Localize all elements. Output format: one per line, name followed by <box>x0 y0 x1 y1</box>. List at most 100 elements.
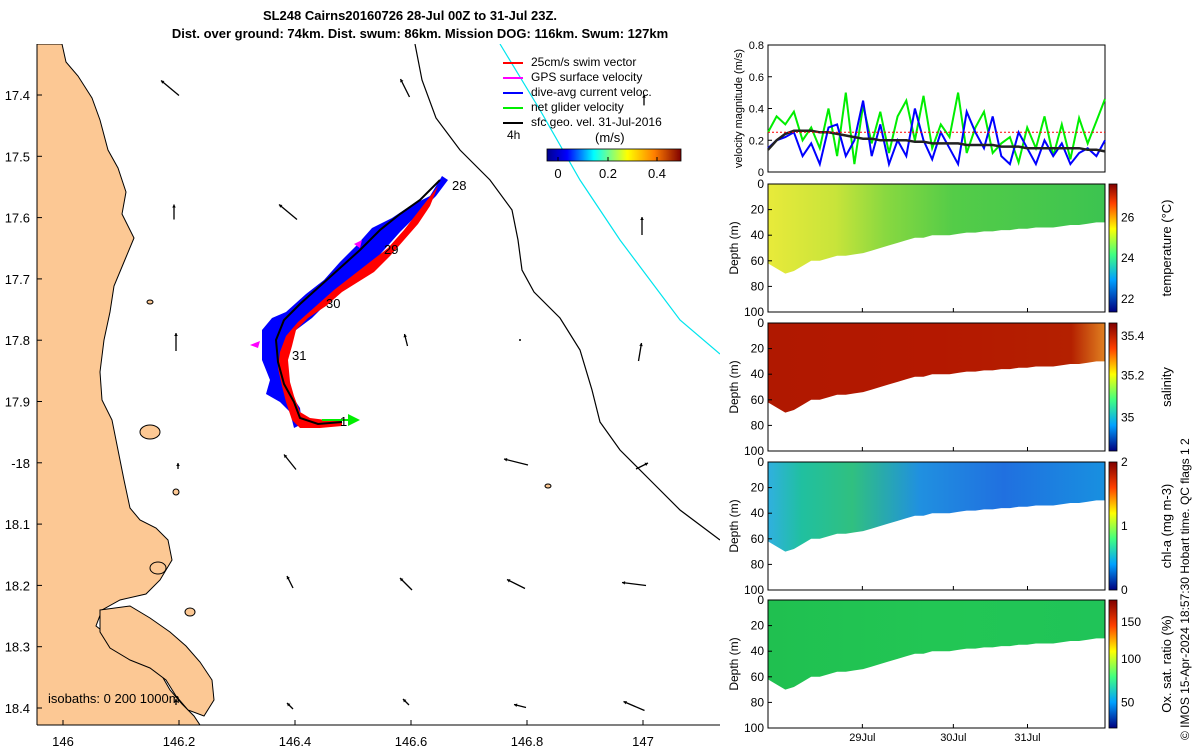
chart-title-line1: SL248 Cairns20160726 28-Jul 00Z to 31-Ju… <box>262 8 558 23</box>
colorbar-variable-label: salinity <box>1159 367 1174 407</box>
depth-tick-label: 60 <box>751 393 765 407</box>
map-y-tick-label: 17.9 <box>5 395 30 410</box>
legend-item: net glider velocity <box>503 100 713 115</box>
geo-arrow <box>621 581 647 587</box>
data-field <box>768 600 1105 690</box>
geo-arrow <box>506 578 526 590</box>
temperature-panel: 0 20 40 60 80 100 Depth (m) 26 24 22 temperature (… <box>727 178 1174 318</box>
colorbar-tick-label: 50 <box>1121 695 1135 709</box>
depth-tick-label: 80 <box>751 418 765 432</box>
colorbar-label: (m/s) <box>595 130 625 145</box>
geo-arrowhead <box>644 462 648 466</box>
depth-tick-label: 0 <box>757 178 764 191</box>
isobath-line <box>414 44 720 541</box>
depth-tick-label: 60 <box>751 254 765 268</box>
geo-arrow <box>519 339 521 341</box>
map-legend: 25cm/s swim vector GPS surface velocity di… <box>503 55 713 130</box>
velocity-y-tick-label: 0.4 <box>749 104 764 116</box>
depth-tick-label: 20 <box>751 619 765 633</box>
map-x-tick-label: 146.6 <box>395 734 428 749</box>
day-label: 29 <box>384 242 398 257</box>
island-3 <box>184 607 196 617</box>
legend-label: GPS surface velocity <box>531 70 643 84</box>
legend-label: 25cm/s swim vector <box>531 55 637 69</box>
map-x-tick-label: 146.8 <box>511 734 544 749</box>
map-axes: 146 146.2 146.4 146.6 146.8 147 17.4 17.5 17.6 17… <box>5 44 720 749</box>
colorbar <box>1108 599 1118 729</box>
day-label: 31 <box>292 348 306 363</box>
panel-frame <box>767 183 1106 313</box>
geo-arrow <box>160 80 180 96</box>
depth-tick-label: 40 <box>751 644 765 658</box>
depth-tick-label: 20 <box>751 203 765 217</box>
gps-velocity-mark <box>250 341 260 348</box>
day-label: 28 <box>452 178 466 193</box>
gps-velocity-mark <box>354 240 362 248</box>
isobaths-label: isobaths: 0 200 1000m <box>48 691 180 706</box>
legend-extra: 4h <box>507 128 521 142</box>
time-tick-label: 29Jul <box>849 732 875 744</box>
map-y-tick-label: 17.4 <box>5 88 30 103</box>
oxygen-panel: 0 20 40 60 80 100 Depth (m) 29Jul 30Jul 31Jul 150 1… <box>727 594 1174 744</box>
island-4 <box>544 483 552 489</box>
map-x-tick-label: 147 <box>632 734 654 749</box>
map-x-tick-label: 146.4 <box>279 734 312 749</box>
colorbar-tick-label: 1 <box>1121 519 1128 533</box>
geo-arrowhead <box>403 334 407 338</box>
depth-tick-label: 20 <box>751 481 765 495</box>
colorbar <box>1108 322 1118 452</box>
speed-colorbar: 0 0.2 0.4 <box>546 148 682 181</box>
geo-arrowhead <box>507 579 511 583</box>
colorbar-variable-label: Ox. sat. ratio (%) <box>1159 615 1174 713</box>
geo-arrowhead <box>403 699 407 703</box>
legend-item: 25cm/s swim vector <box>503 55 713 70</box>
depth-tick-label: 40 <box>751 367 765 381</box>
map-y-tick-label: 18.3 <box>5 640 30 655</box>
depth-axis-label: Depth (m) <box>727 221 741 274</box>
panel-frame <box>767 322 1106 452</box>
geo-arrow <box>623 700 645 712</box>
velocity-y-tick-label: 0.2 <box>749 135 764 147</box>
legend-label: dive-avg current veloc. <box>531 85 652 99</box>
geo-arrowhead <box>622 581 626 585</box>
island-2 <box>149 561 167 575</box>
geo-arrowhead <box>286 576 290 580</box>
colorbar-tick-label: 35 <box>1121 411 1135 425</box>
geo-arrowhead <box>514 703 518 707</box>
geo-arrow <box>278 204 298 220</box>
colorbar-tick-label: 24 <box>1121 251 1135 265</box>
map-y-tick-label: 18.4 <box>5 701 30 716</box>
geo-arrowhead <box>284 454 288 458</box>
island-1 <box>139 424 161 440</box>
depth-tick-label: 100 <box>744 444 764 457</box>
geo-arrowhead <box>287 703 291 707</box>
legend-swatch <box>503 121 523 124</box>
legend-swatch <box>503 106 523 109</box>
depth-tick-label: 40 <box>751 506 765 520</box>
depth-axis-label: Depth (m) <box>727 360 741 413</box>
depth-tick-label: 80 <box>751 557 765 571</box>
colorbar-tick-label: 0 <box>554 166 561 181</box>
colorbar <box>1108 183 1118 313</box>
map-y-tick-label: 17.5 <box>5 149 30 164</box>
velocity-y-tick-label: 0 <box>758 167 764 179</box>
time-tick-label: 30Jul <box>940 732 966 744</box>
track-net <box>274 179 441 426</box>
data-field <box>768 184 1105 274</box>
map-y-tick-label: 17.8 <box>5 333 30 348</box>
geo-arrowhead <box>172 204 176 208</box>
time-tick-label: 31Jul <box>1014 732 1040 744</box>
map-y-tick-label: 17.7 <box>5 272 30 287</box>
geo-arrowhead <box>176 463 180 466</box>
colorbar-tick-label: 0.2 <box>599 166 617 181</box>
data-field <box>768 323 1105 413</box>
depth-tick-label: 40 <box>751 228 765 242</box>
legend-item: GPS surface velocity <box>503 70 713 85</box>
geo-arrowhead <box>400 578 404 582</box>
colorbar-tick-label: 150 <box>1121 615 1141 629</box>
cyan-line <box>499 44 720 355</box>
geo-arrow <box>637 342 643 362</box>
chart-title-line2: Dist. over ground: 74km. Dist. swum: 86k… <box>171 26 669 41</box>
day-label: 1 <box>340 414 347 429</box>
map-x-tick-label: 146.2 <box>163 734 196 749</box>
